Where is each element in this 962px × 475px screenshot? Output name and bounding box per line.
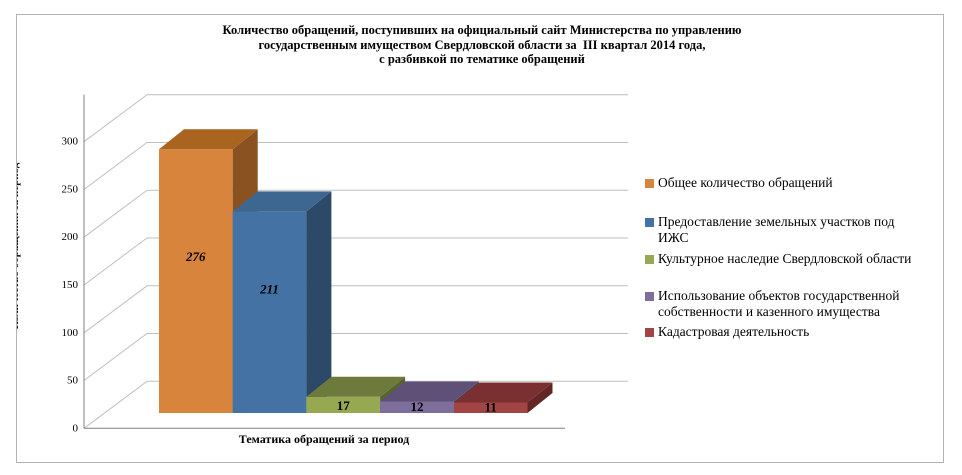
svg-text:211: 211	[259, 281, 279, 296]
svg-text:0: 0	[73, 422, 79, 434]
svg-text:250: 250	[62, 184, 79, 196]
svg-text:50: 50	[67, 375, 79, 387]
svg-text:276: 276	[185, 249, 206, 264]
svg-text:300: 300	[62, 136, 79, 148]
svg-text:17: 17	[337, 398, 351, 413]
svg-text:11: 11	[484, 400, 496, 415]
svg-text:100: 100	[62, 327, 79, 339]
svg-text:200: 200	[62, 231, 79, 243]
svg-text:150: 150	[62, 279, 79, 291]
svg-text:12: 12	[411, 399, 424, 414]
